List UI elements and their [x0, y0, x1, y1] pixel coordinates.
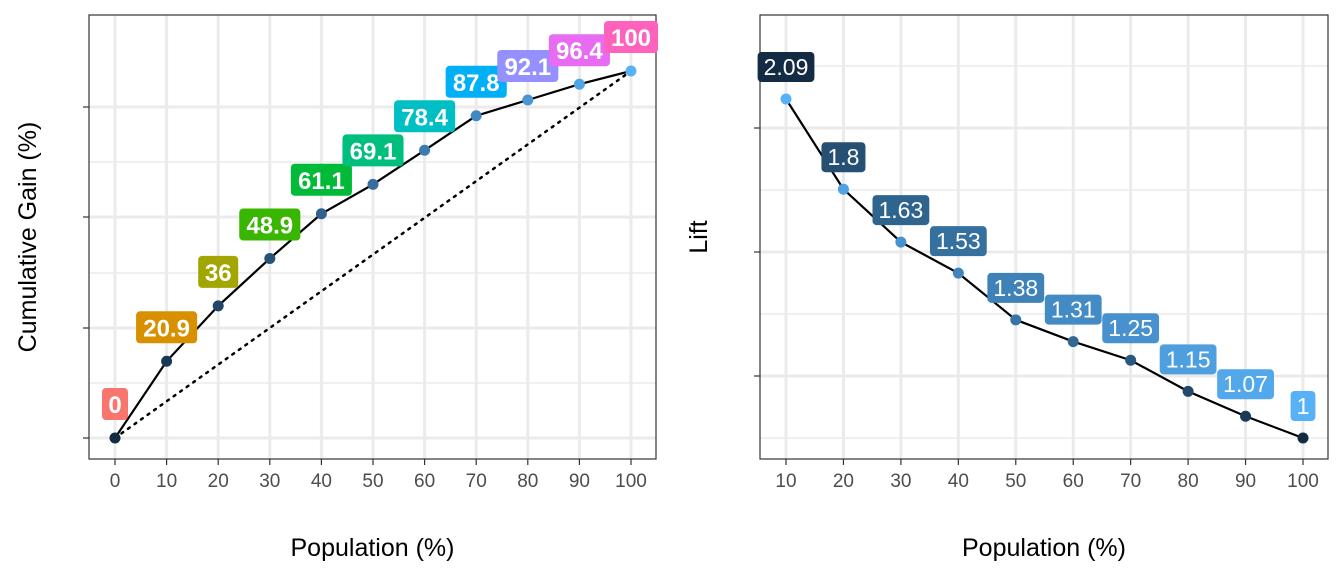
gain-data-label: 20.9 [143, 315, 190, 342]
lift-point [780, 93, 792, 105]
gain-data-label-box [239, 208, 301, 241]
gain-data-label-box [548, 34, 610, 67]
lift-data-label: 1.8 [827, 144, 859, 170]
gain-data-label: 96.4 [556, 38, 603, 65]
gain-x-tick-label: 40 [311, 471, 332, 492]
lift-point [1297, 432, 1309, 444]
lift-point [1240, 410, 1252, 422]
gain-data-label: 87.8 [453, 70, 500, 97]
lift-x-axis-title: Population (%) [962, 534, 1126, 562]
lift-panel: 10 20 30 40 50 60 70 80 90 100 Population (%) Lift 2… [685, 14, 1329, 562]
lift-point [1125, 354, 1137, 366]
gain-data-label-box [445, 65, 507, 98]
gain-data-label: 92.1 [504, 54, 551, 81]
lift-data-label: 1.31 [1051, 297, 1096, 323]
gain-x-tick-label: 70 [466, 471, 487, 492]
lift-data-label-box [1102, 313, 1160, 344]
lift-series-line [785, 98, 1304, 440]
lift-data-label: 1.38 [993, 275, 1038, 301]
lift-x-tick-label: 60 [1063, 471, 1084, 492]
gain-y-axis-title: Cumulative Gain (%) [14, 122, 42, 353]
gain-x-tick-label: 30 [259, 471, 280, 492]
lift-data-label-box [1217, 369, 1274, 400]
lift-x-tick-label: 50 [1005, 471, 1026, 492]
gain-data-label: 69.1 [350, 138, 397, 165]
gain-point [419, 144, 431, 156]
gain-x-tick-label: 100 [615, 471, 647, 492]
lift-x-tick-label: 10 [775, 471, 796, 492]
gain-data-label-box [497, 49, 559, 82]
lift-data-label: 1 [1297, 393, 1310, 419]
lift-data-label-box [821, 142, 866, 173]
gain-point [264, 253, 276, 265]
gain-x-tick-label: 0 [110, 471, 121, 492]
gain-data-label: 100 [611, 25, 651, 52]
gain-point [573, 78, 585, 90]
lift-data-label-box [1159, 344, 1217, 375]
lift-data-label: 1.15 [1166, 346, 1211, 372]
gain-data-label: 78.4 [401, 104, 448, 131]
lift-x-tick-label: 20 [833, 471, 854, 492]
lift-point [895, 236, 907, 248]
lift-x-tick-label: 30 [890, 471, 911, 492]
lift-x-tick-label: 40 [948, 471, 969, 492]
lift-x-tick-label: 80 [1178, 471, 1199, 492]
lift-data-label: 1.25 [1108, 315, 1153, 341]
gain-point [522, 94, 534, 106]
gain-point [625, 65, 637, 77]
lift-data-label: 1.63 [879, 197, 924, 223]
lift-data-label: 1.53 [936, 228, 981, 254]
lift-x-tick-label: 70 [1120, 471, 1141, 492]
lift-data-label-box [1290, 391, 1316, 421]
gain-data-label-box [136, 311, 198, 344]
gain-data-label: 48.9 [246, 213, 293, 240]
gain-point [109, 432, 121, 444]
gain-x-tick-label: 80 [517, 471, 538, 492]
gain-point [315, 208, 327, 220]
lift-data-label-box [929, 226, 987, 257]
gain-data-label: 0 [108, 392, 121, 419]
lift-x-tick-label: 90 [1235, 471, 1256, 492]
cumulative-gain-panel: 0 10 20 30 40 50 60 70 80 90 100 Population (%) Cumu… [14, 14, 659, 562]
lift-point [1067, 336, 1079, 348]
lift-panel-border [759, 14, 1329, 460]
lift-point [1010, 314, 1022, 326]
gain-x-tick-label: 10 [156, 471, 177, 492]
lift-point [1182, 385, 1194, 397]
lift-y-axis-title: Lift [685, 220, 713, 253]
gain-point [212, 300, 224, 312]
lift-point [837, 183, 849, 195]
gain-point [367, 178, 379, 190]
gain-x-tick-label: 90 [569, 471, 590, 492]
gain-data-label-box [101, 388, 129, 420]
lift-data-label-box [987, 272, 1045, 303]
lift-data-label-box [1044, 294, 1102, 325]
gain-x-tick-label: 60 [414, 471, 435, 492]
gain-data-label-box [603, 21, 659, 53]
gain-data-label: 36 [205, 260, 232, 287]
lift-x-tick-label: 100 [1287, 471, 1319, 492]
gain-x-tick-label: 20 [208, 471, 229, 492]
lift-data-label-box [872, 195, 930, 226]
lift-data-label-box [757, 52, 815, 82]
gain-data-label-box [290, 163, 352, 196]
gain-data-label-box [198, 255, 239, 288]
gain-data-label-box [394, 100, 456, 133]
lift-data-label: 2.09 [764, 54, 809, 80]
gain-x-tick-label: 50 [362, 471, 383, 492]
lift-data-label: 1.07 [1223, 371, 1268, 397]
gain-data-label: 61.1 [298, 168, 345, 195]
gain-x-axis-title: Population (%) [291, 534, 455, 562]
lift-point [952, 267, 964, 279]
gain-point [470, 110, 482, 122]
gain-reference-line [113, 69, 633, 440]
gain-data-label-box [342, 134, 404, 167]
gain-point [161, 355, 173, 367]
